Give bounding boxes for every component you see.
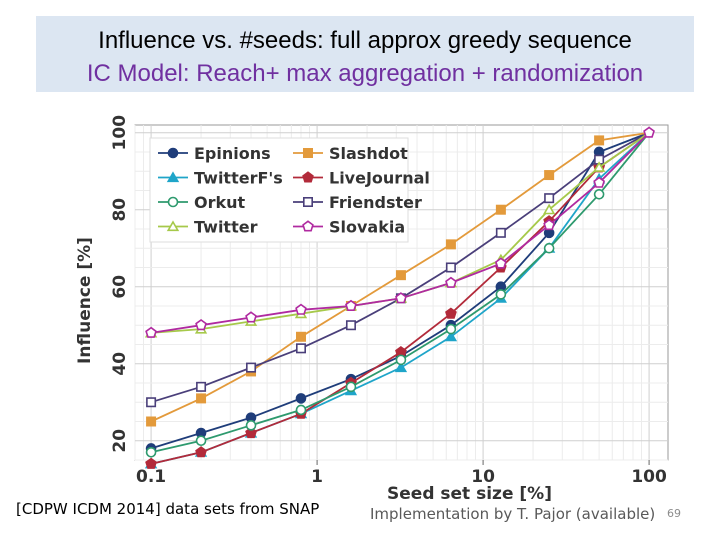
data-point-slovakia [195,319,207,331]
data-point-orkut [445,323,457,335]
legend-label-twitter: Twitter [194,218,258,237]
data-point-slashdot [445,239,456,250]
data-point-slashdot [196,393,207,404]
data-point-epinions [295,393,307,404]
data-point-friendster [495,227,506,238]
data-point-orkut [295,404,307,416]
y-tick-label: 60 [110,275,130,299]
x-tick-label: 0.1 [136,467,166,487]
x-tick-label: 1 [311,467,323,487]
legend-label-friendster: Friendster [329,193,422,212]
data-point-twitter [543,203,556,215]
legend-label-orkut: Orkut [194,193,246,212]
data-point-friendster [345,320,356,331]
data-point-friendster [544,193,555,204]
data-point-friendster [196,381,207,392]
data-point-slashdot [544,170,555,181]
x-axis-label: Seed set size [%] [387,484,552,504]
legend-label-slovakia: Slovakia [329,218,405,237]
data-point-slovakia [494,257,507,269]
legend: Epinions Slashdot TwitterF's LiveJournal Ork… [149,137,430,243]
y-tick-label: 20 [110,429,130,453]
slide-subtitle: IC Model: Reach+ max aggregation + rando… [86,60,644,87]
legend-marker-friendster [302,197,313,208]
data-point-slovakia [295,303,307,315]
data-point-slovakia [395,292,407,304]
legend-marker-epinions [167,147,179,159]
data-point-orkut [593,189,605,200]
y-axis-label: Influence [%] [75,237,95,364]
data-point-orkut [495,289,507,300]
data-point-livejournal [445,307,457,319]
data-point-slovakia [245,311,257,323]
legend-marker-slovakia [302,220,314,232]
data-point-orkut [395,354,407,366]
citation-text: [CDPW ICDM 2014] data sets from SNAP [16,500,320,518]
x-tick-label: 10 [471,467,495,487]
slide-title: Influence vs. #seeds: full approx greedy… [98,27,632,54]
data-point-friendster [246,362,257,373]
data-point-livejournal [145,457,157,469]
data-point-livejournal [195,446,207,458]
data-point-friendster [146,397,157,408]
data-point-orkut [145,446,157,458]
data-point-orkut [195,435,207,447]
x-tick-label: 100 [631,467,667,487]
data-point-livejournal [245,426,257,439]
slide-title-box: Influence vs. #seeds: full approx greedy… [36,16,694,92]
data-point-orkut [345,381,357,393]
legend-marker-livejournal [302,171,314,183]
data-point-friendster [445,262,456,273]
data-point-twitterf-s [444,330,458,342]
data-point-slovakia [145,326,157,338]
data-point-orkut [543,242,555,254]
legend-label-slashdot: Slashdot [329,144,408,163]
data-point-endpoint [643,126,655,138]
data-point-twitter [593,161,606,172]
data-point-twitterf-s [394,361,408,373]
legend-box [149,137,409,243]
legend-marker-orkut [167,196,179,208]
legend-label-livejournal: LiveJournal [329,169,430,188]
data-point-slashdot [395,270,406,281]
legend-marker-twitterf-s [166,171,180,183]
data-point-slashdot [295,331,306,342]
data-point-friendster [295,343,306,354]
data-point-slashdot [146,416,157,427]
implementation-credit: Implementation by T. Pajor (available) [370,505,656,523]
data-point-slashdot [594,135,605,146]
data-point-slashdot [495,204,506,215]
data-point-slovakia [593,176,606,188]
y-tick-label: 100 [110,115,130,151]
y-tick-label: 80 [110,198,130,222]
data-point-orkut [245,420,257,431]
legend-label-epinions: Epinions [194,144,271,163]
data-point-slovakia [445,276,457,288]
data-point-slovakia [543,218,556,231]
legend-marker-slashdot [302,148,313,159]
page-number: 69 [667,507,681,520]
series-slovakia [145,132,650,338]
legend-marker-twitter [166,220,180,232]
legend-label-twitterf-s: TwitterF's [194,169,283,188]
y-tick-label: 40 [110,352,130,376]
series-orkut [145,132,650,458]
data-point-slovakia [345,299,357,312]
